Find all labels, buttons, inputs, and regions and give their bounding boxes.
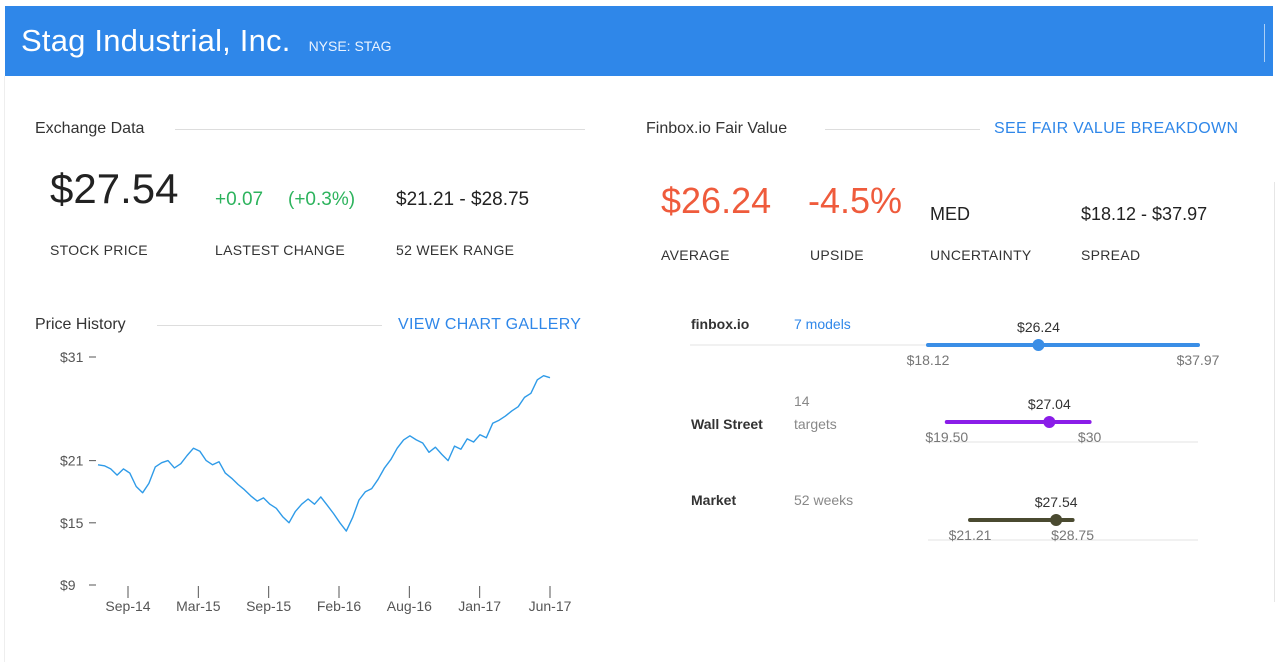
model-wallstreet-sub: targets bbox=[794, 416, 837, 432]
model-value-marker bbox=[1032, 339, 1045, 351]
model-low-label: $19.50 bbox=[925, 429, 968, 445]
fair-value-spread-label: SPREAD bbox=[1081, 247, 1141, 263]
price-history-divider bbox=[157, 325, 382, 326]
fair-value-average-label: AVERAGE bbox=[661, 247, 730, 263]
right-border bbox=[1274, 182, 1275, 602]
model-value-label: $27.54 bbox=[1035, 494, 1078, 510]
fair-value-uncertainty: MED bbox=[930, 204, 970, 224]
x-tick-label: Jan-17 bbox=[458, 598, 501, 614]
fair-value-uncertainty-label: UNCERTAINTY bbox=[930, 247, 1032, 263]
model-high-label: $30 bbox=[1078, 429, 1102, 445]
model-value-marker bbox=[1043, 416, 1056, 428]
header-divider bbox=[1264, 24, 1265, 62]
week-range: $21.21 - $28.75 bbox=[396, 189, 530, 210]
x-tick-label: Aug-16 bbox=[387, 598, 432, 614]
model-finbox-label: finbox.io bbox=[691, 316, 750, 332]
y-tick-label: $15 bbox=[60, 515, 84, 531]
exchange-data-title: Exchange Data bbox=[35, 120, 145, 137]
company-name: Stag Industrial, Inc. bbox=[21, 23, 291, 58]
model-low-label: $18.12 bbox=[907, 352, 950, 368]
price-history-chart: $31 $21 $15 $9 Sep-14 Mar-15 Sep-15 Feb-16 Aug-1… bbox=[30, 340, 600, 630]
model-low-label: $21.21 bbox=[949, 527, 992, 543]
price-history-svg: $31 $21 $15 $9 Sep-14 Mar-15 Sep-15 Feb-16 Aug-1… bbox=[60, 349, 572, 614]
fair-value-title: Finbox.io Fair Value bbox=[646, 120, 788, 137]
y-tick-label: $31 bbox=[60, 349, 84, 365]
model-value-label: $26.24 bbox=[1017, 319, 1060, 335]
x-tick-label: Feb-16 bbox=[317, 598, 362, 614]
x-tick-label: Sep-14 bbox=[105, 598, 150, 614]
model-finbox-count-link[interactable]: 7 models bbox=[794, 316, 851, 332]
price-series-line bbox=[97, 375, 551, 532]
latest-change-label: LASTEST CHANGE bbox=[215, 242, 345, 258]
latest-change-pct: (+0.3%) bbox=[288, 189, 356, 210]
model-range-chart: $26.24 $18.12 $37.97 $27.04 $19.50 $30 $27.54 $… bbox=[690, 319, 1220, 543]
ticker-symbol: NYSE: STAG bbox=[308, 38, 392, 54]
price-history-title: Price History bbox=[35, 316, 126, 333]
model-value-marker bbox=[1050, 514, 1063, 526]
model-wallstreet-count: 14 bbox=[794, 393, 810, 409]
model-market-label: Market bbox=[691, 492, 737, 508]
fair-value-upside: -4.5% bbox=[808, 180, 903, 221]
stock-price-label: STOCK PRICE bbox=[50, 242, 148, 258]
x-tick-label: Jun-17 bbox=[529, 598, 572, 614]
model-high-label: $37.97 bbox=[1177, 352, 1220, 368]
model-wallstreet-label: Wall Street bbox=[691, 416, 763, 432]
model-value-label: $27.04 bbox=[1028, 396, 1071, 412]
stock-price: $27.54 bbox=[50, 165, 179, 212]
fair-value-spread: $18.12 - $37.97 bbox=[1081, 204, 1208, 224]
model-market-sub: 52 weeks bbox=[794, 492, 854, 508]
x-tick-label: Mar-15 bbox=[176, 598, 221, 614]
x-tick-label: Sep-15 bbox=[246, 598, 291, 614]
week-range-label: 52 WEEK RANGE bbox=[396, 242, 515, 258]
model-high-label: $28.75 bbox=[1051, 527, 1094, 543]
exchange-data-divider bbox=[175, 129, 585, 130]
view-chart-gallery-link[interactable]: VIEW CHART GALLERY bbox=[398, 316, 582, 333]
left-border bbox=[4, 76, 5, 662]
fair-value-breakdown-link[interactable]: SEE FAIR VALUE BREAKDOWN bbox=[994, 120, 1239, 137]
y-tick-label: $9 bbox=[60, 577, 76, 593]
latest-change: +0.07 bbox=[215, 189, 264, 210]
fair-value-upside-label: UPSIDE bbox=[810, 247, 864, 263]
fair-value-divider bbox=[825, 129, 980, 130]
page-header: Stag Industrial, Inc. NYSE: STAG bbox=[5, 6, 1273, 76]
fair-value-average: $26.24 bbox=[661, 180, 772, 221]
y-tick-label: $21 bbox=[60, 453, 84, 469]
